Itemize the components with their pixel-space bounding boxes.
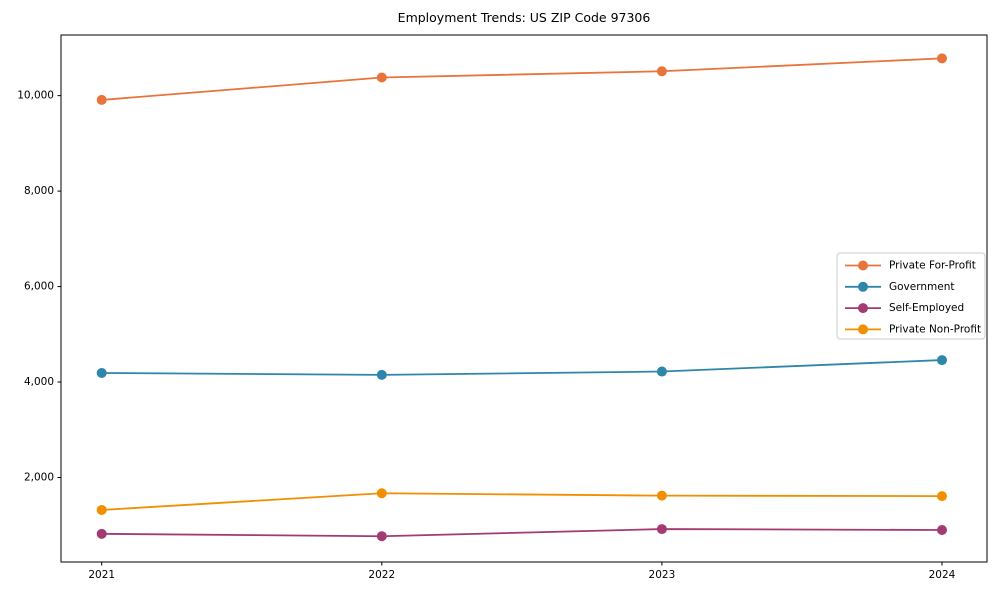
legend-box <box>836 252 986 340</box>
data-point-private-non-profit-2023 <box>656 490 667 501</box>
data-point-private-for-profit-2023 <box>656 66 667 77</box>
y-tick-label: 4,000 <box>24 376 54 388</box>
legend-label-private-for-profit: Private For-Profit <box>889 260 976 272</box>
data-point-private-non-profit-2024 <box>937 491 947 502</box>
series-line-private-non-profit <box>100 492 943 511</box>
legend-label-private-non-profit: Private Non-Profit <box>889 323 981 335</box>
data-point-private-for-profit-2021 <box>96 94 107 105</box>
data-point-private-for-profit-2022 <box>376 72 387 83</box>
plot-border <box>60 34 988 563</box>
data-point-government-2024 <box>937 355 947 366</box>
data-point-self-employed-2021 <box>96 528 107 539</box>
data-point-government-2021 <box>96 367 107 378</box>
series-line-self-employed <box>100 528 943 538</box>
data-point-private-non-profit-2022 <box>376 488 387 499</box>
data-point-self-employed-2024 <box>937 525 947 536</box>
y-tick-label: 8,000 <box>24 185 54 197</box>
y-tick-label: 6,000 <box>24 281 54 293</box>
y-tick-label: 10,000 <box>17 90 54 102</box>
data-point-government-2022 <box>376 369 387 380</box>
data-point-self-employed-2022 <box>376 531 387 542</box>
legend-marker-private-for-profit <box>858 260 868 271</box>
legend-marker-self-employed <box>858 303 868 314</box>
legend-marker-government <box>858 281 868 292</box>
x-tick-label: 2021 <box>88 569 115 581</box>
series-line-government <box>100 359 943 376</box>
y-tick-label: 2,000 <box>24 472 54 484</box>
x-tick-label: 2022 <box>368 569 395 581</box>
data-point-government-2023 <box>656 366 667 377</box>
legend-label-self-employed: Self-Employed <box>889 302 964 314</box>
chart-title: Employment Trends: US ZIP Code 97306 <box>397 10 651 25</box>
legend-marker-private-non-profit <box>858 324 868 335</box>
legend-label-government: Government <box>889 281 954 293</box>
data-point-self-employed-2023 <box>656 524 667 535</box>
x-tick-label: 2024 <box>929 569 956 581</box>
series-line-private-for-profit <box>100 57 943 101</box>
x-tick-label: 2023 <box>649 569 676 581</box>
data-point-private-for-profit-2024 <box>937 53 947 64</box>
data-point-private-non-profit-2021 <box>96 504 107 515</box>
